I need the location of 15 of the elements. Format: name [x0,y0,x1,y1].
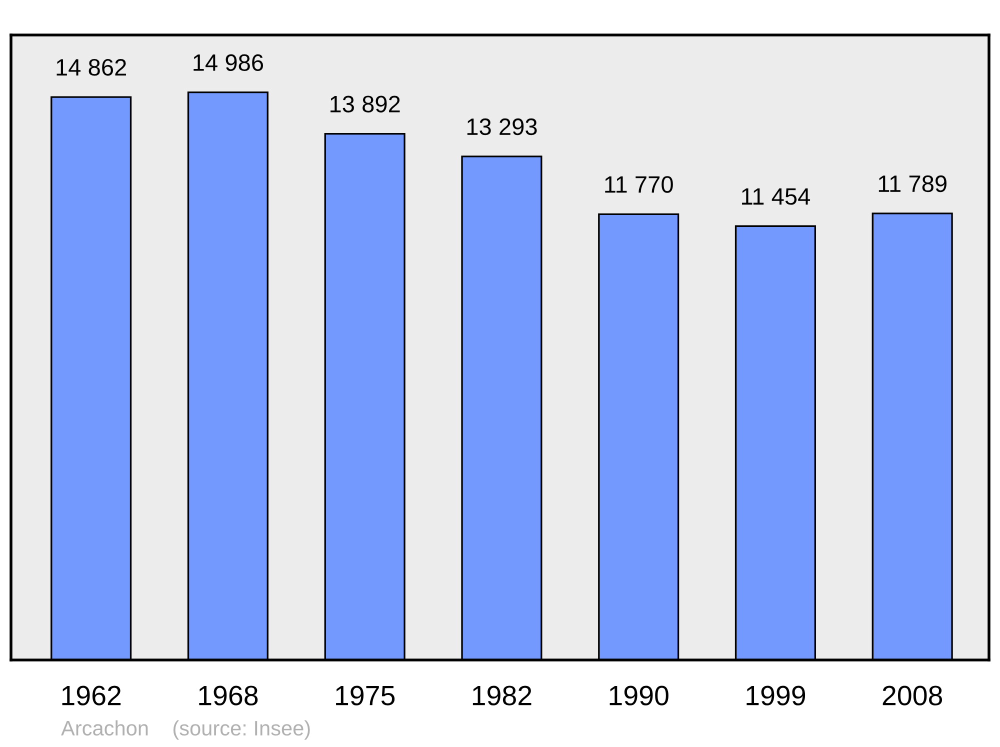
data-label: 11 770 [605,176,673,193]
data-label: 13 892 [330,96,400,112]
x-tick-label: 1968 [199,686,258,706]
x-tick-label: 1975 [336,686,395,706]
x-tick-label: 1999 [746,686,806,706]
data-label: 13 293 [467,118,537,136]
text: Arcachon (source: Insee) [61,720,310,740]
data-label: 14 986 [194,54,264,72]
data-label: 11 789 [878,175,946,192]
x-tick-label: 1990 [610,686,668,706]
x-tick-label: 1982 [472,686,532,706]
x-tick-label: 2008 [882,686,942,706]
x-tick-label: 1962 [62,686,121,706]
data-label: 11 454 [742,188,810,205]
data-label: 14 862 [56,58,126,76]
